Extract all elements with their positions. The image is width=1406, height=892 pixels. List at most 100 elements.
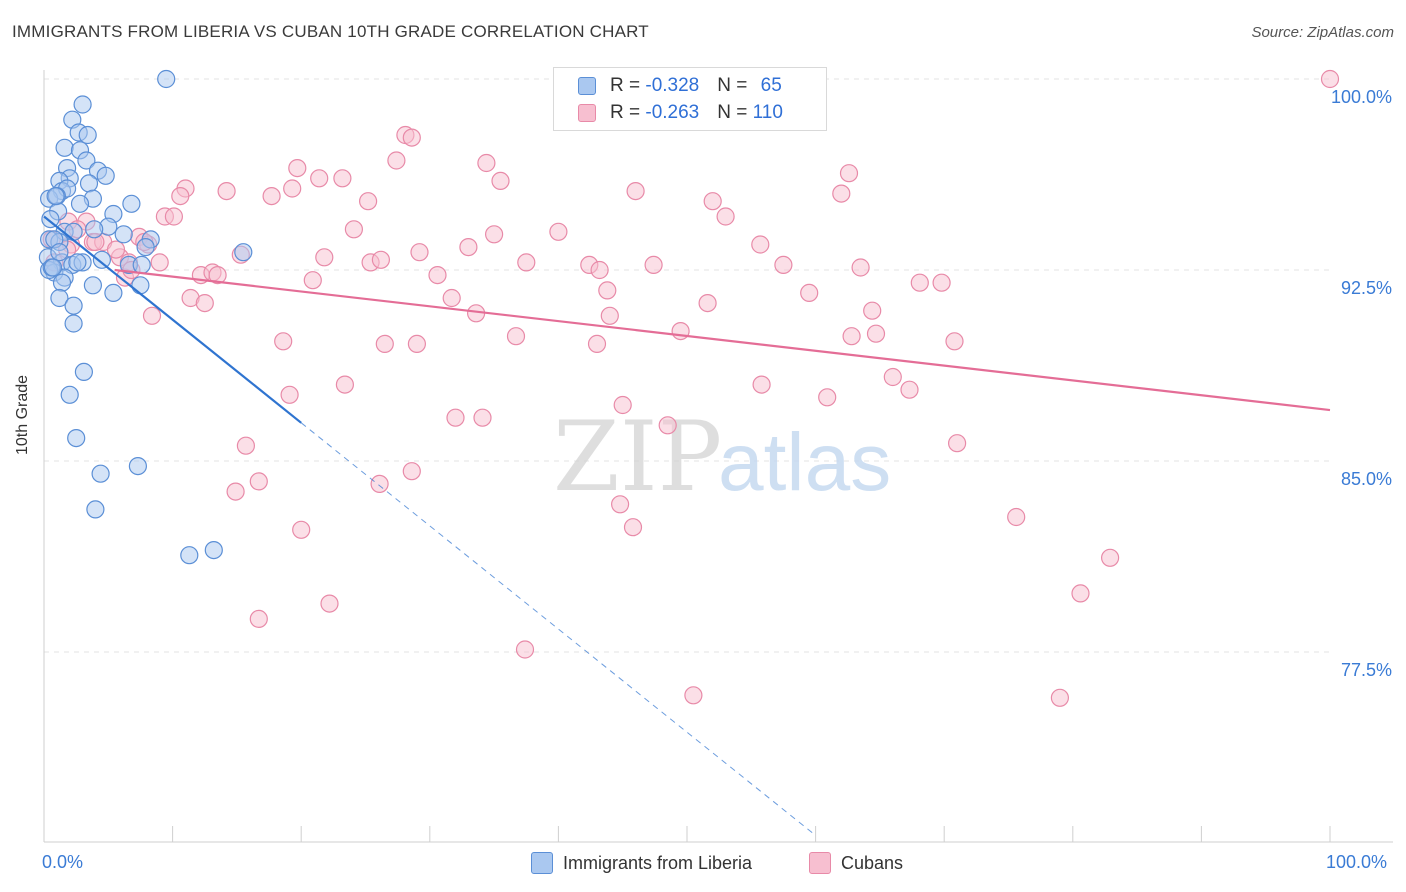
cubans-point-99 bbox=[684, 686, 703, 705]
cubans-point-5 bbox=[288, 159, 307, 178]
legend-row-cubans: R = -0.263 N = 110 bbox=[578, 101, 783, 125]
cubans-point-75 bbox=[752, 375, 771, 394]
cubans-point-60 bbox=[698, 294, 717, 313]
cubans-point-59 bbox=[195, 294, 214, 313]
cubans-r-value: -0.263 bbox=[645, 102, 700, 123]
cubans-point-3 bbox=[387, 151, 406, 170]
cubans-point-10 bbox=[283, 179, 302, 198]
cubans-point-38 bbox=[371, 250, 390, 269]
axes bbox=[43, 70, 1393, 843]
liberia-point-59 bbox=[68, 253, 87, 272]
cubans-point-74 bbox=[883, 367, 902, 387]
liberia-swatch bbox=[578, 77, 596, 95]
cubans-point-80 bbox=[613, 395, 632, 415]
cubans-point-50 bbox=[208, 266, 227, 285]
cubans-point-25 bbox=[485, 225, 504, 244]
cubans-point-82 bbox=[473, 408, 492, 427]
cubans-point-68 bbox=[842, 327, 861, 346]
liberia-point-0 bbox=[157, 69, 176, 89]
gridlines bbox=[44, 78, 1330, 653]
cubans-point-92 bbox=[623, 518, 643, 537]
cubans-point-46 bbox=[590, 260, 609, 280]
cubans-point-15 bbox=[262, 187, 281, 206]
liberia-point-51 bbox=[60, 385, 79, 404]
cubans-point-100 bbox=[1050, 688, 1070, 707]
cubans-point-73 bbox=[945, 332, 964, 351]
cubans-point-41 bbox=[644, 255, 663, 274]
cubans-point-56 bbox=[598, 281, 617, 300]
cubans-point-64 bbox=[863, 301, 882, 320]
liberia-point-54 bbox=[128, 457, 147, 476]
liberia-point-23 bbox=[41, 210, 60, 229]
cubans-point-65 bbox=[671, 322, 690, 341]
cubans-r-label: R = bbox=[610, 102, 646, 123]
cubans-point-21 bbox=[164, 207, 183, 226]
liberia-point-50 bbox=[74, 362, 94, 381]
bottom-legend-cubans[interactable]: Cubans bbox=[809, 852, 903, 874]
trend-lines bbox=[43, 215, 1331, 836]
cubans-point-85 bbox=[947, 434, 967, 453]
cubans-point-84 bbox=[236, 436, 255, 455]
liberia-point-26 bbox=[64, 222, 83, 241]
cubans-point-69 bbox=[274, 332, 293, 351]
liberia-r-label: R = bbox=[610, 75, 646, 96]
cubans-point-2 bbox=[402, 128, 421, 147]
liberia-point-56 bbox=[180, 546, 199, 565]
cubans-point-47 bbox=[428, 266, 447, 285]
liberia-point-7 bbox=[77, 151, 96, 170]
liberia-points bbox=[38, 69, 253, 565]
cubans-point-61 bbox=[142, 306, 162, 325]
liberia-point-5 bbox=[55, 138, 74, 157]
cubans-swatch bbox=[578, 104, 596, 122]
bottom-liberia-swatch bbox=[531, 852, 553, 874]
cubans-point-90 bbox=[610, 495, 630, 514]
liberia-point-13 bbox=[79, 174, 99, 193]
liberia-point-64 bbox=[92, 250, 112, 269]
bottom-liberia-label: Immigrants from Liberia bbox=[563, 852, 753, 873]
cubans-point-19 bbox=[716, 207, 735, 226]
liberia-n-label: N = bbox=[717, 75, 753, 96]
cubans-point-93 bbox=[292, 520, 311, 539]
cubans-point-89 bbox=[226, 482, 245, 501]
bottom-cubans-swatch bbox=[809, 852, 831, 874]
y-tick-label-100: 100.0% bbox=[1330, 87, 1392, 107]
cubans-point-24 bbox=[344, 220, 363, 239]
cubans-point-109 bbox=[549, 222, 568, 241]
cubans-point-81 bbox=[446, 408, 465, 427]
cubans-point-6 bbox=[839, 164, 859, 183]
y-tick-label-85: 85.0% bbox=[1340, 469, 1392, 489]
cubans-point-72 bbox=[587, 334, 607, 353]
cubans-point-39 bbox=[517, 253, 536, 272]
cubans-point-54 bbox=[932, 273, 951, 292]
x-tick-label-min: 0.0% bbox=[42, 852, 84, 872]
liberia-point-48 bbox=[64, 296, 83, 315]
cubans-point-87 bbox=[249, 472, 268, 491]
liberia-point-57 bbox=[204, 540, 223, 560]
liberia-point-46 bbox=[131, 276, 150, 295]
cubans-point-96 bbox=[320, 594, 339, 613]
liberia-point-49 bbox=[64, 314, 83, 333]
watermark-zip: ZIP bbox=[553, 401, 722, 513]
cubans-point-0 bbox=[1320, 69, 1340, 89]
cubans-point-77 bbox=[900, 380, 919, 399]
cubans-point-14 bbox=[171, 187, 190, 206]
cubans-point-44 bbox=[774, 255, 793, 274]
cubans-point-94 bbox=[1100, 548, 1120, 567]
liberia-point-11 bbox=[96, 166, 115, 185]
cubans-point-62 bbox=[600, 306, 619, 325]
cubans-point-31 bbox=[459, 238, 478, 257]
cubans-point-95 bbox=[1071, 584, 1090, 603]
cubans-point-98 bbox=[515, 640, 535, 659]
y-tick-label-92-5: 92.5% bbox=[1340, 278, 1392, 298]
cubans-point-86 bbox=[402, 462, 421, 481]
cubans-point-17 bbox=[359, 192, 378, 211]
liberia-point-19 bbox=[70, 194, 90, 213]
liberia-point-52 bbox=[67, 429, 86, 448]
cubans-point-30 bbox=[751, 235, 770, 254]
liberia-point-53 bbox=[91, 464, 110, 483]
liberia-point-62 bbox=[85, 220, 104, 239]
bottom-legend-liberia[interactable]: Immigrants from Liberia bbox=[531, 852, 752, 874]
liberia-point-43 bbox=[52, 273, 72, 292]
cubans-point-55 bbox=[800, 283, 819, 302]
